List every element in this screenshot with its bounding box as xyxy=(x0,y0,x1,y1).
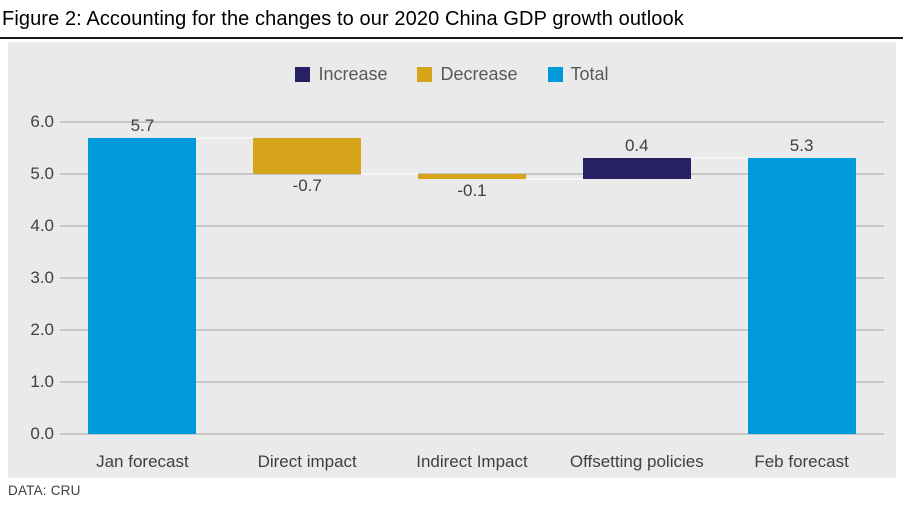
y-axis-tick-label: 6.0 xyxy=(30,112,54,131)
gridline xyxy=(60,121,884,123)
bar-direct-impact xyxy=(253,137,362,174)
legend-label-decrease: Decrease xyxy=(440,64,518,84)
legend-swatch-total xyxy=(547,67,563,82)
gridline xyxy=(60,381,884,383)
bar-feb-forecast xyxy=(747,158,856,434)
bar-value-label: -0.7 xyxy=(292,176,322,195)
legend-item-total: Total xyxy=(547,64,609,85)
x-axis-label: Direct impact xyxy=(257,452,357,471)
legend-label-increase: Increase xyxy=(318,64,388,84)
gridline xyxy=(60,277,884,279)
x-axis-label: Feb forecast xyxy=(754,452,849,471)
y-axis-tick-label: 2.0 xyxy=(30,320,54,339)
waterfall-connector xyxy=(196,136,254,139)
bar-value-label: 0.4 xyxy=(624,136,649,156)
y-axis-tick-label: 1.0 xyxy=(30,372,54,391)
x-axis-label: Indirect Impact xyxy=(416,452,528,471)
bar-value-label: 5.7 xyxy=(130,115,155,135)
bar-offsetting-policies xyxy=(582,158,691,180)
plot-area: 5.7 Jan forecast -0.7 Direct impact -0.1 Indi… xyxy=(60,116,884,471)
data-source-note: DATA: CRU xyxy=(8,483,81,498)
y-axis-tick-label: 5.0 xyxy=(30,164,54,183)
x-axis-label: Offsetting policies xyxy=(569,452,704,471)
bar-jan-forecast xyxy=(88,137,197,434)
y-axis-tick-label: 3.0 xyxy=(30,268,54,287)
title-divider xyxy=(0,37,903,39)
bar-value-label: -0.1 xyxy=(457,181,487,201)
y-axis-tick-label: 4.0 xyxy=(30,216,54,235)
chart-legend: Increase Decrease Total xyxy=(8,64,896,85)
legend-label-total: Total xyxy=(570,64,609,84)
legend-swatch-increase xyxy=(295,67,311,82)
legend-item-increase: Increase xyxy=(295,64,387,85)
waterfall-connector xyxy=(526,178,583,181)
y-axis-tick-label: 0.0 xyxy=(30,424,54,443)
gridline xyxy=(60,225,884,227)
waterfall-connector xyxy=(690,157,748,160)
bar-indirect-impact xyxy=(418,174,526,180)
gridline xyxy=(60,433,884,435)
chart-title: Figure 2: Accounting for the changes to … xyxy=(2,8,684,30)
chart-panel: Increase Decrease Total 6.0 5.0 4.0 3.0 2.0 1… xyxy=(8,42,896,478)
gridline xyxy=(60,329,884,331)
x-axis-label: Jan forecast xyxy=(96,452,189,471)
legend-swatch-decrease xyxy=(417,67,433,82)
waterfall-connector xyxy=(361,173,418,175)
bar-value-label: 5.3 xyxy=(789,136,814,156)
legend-item-decrease: Decrease xyxy=(417,64,518,85)
